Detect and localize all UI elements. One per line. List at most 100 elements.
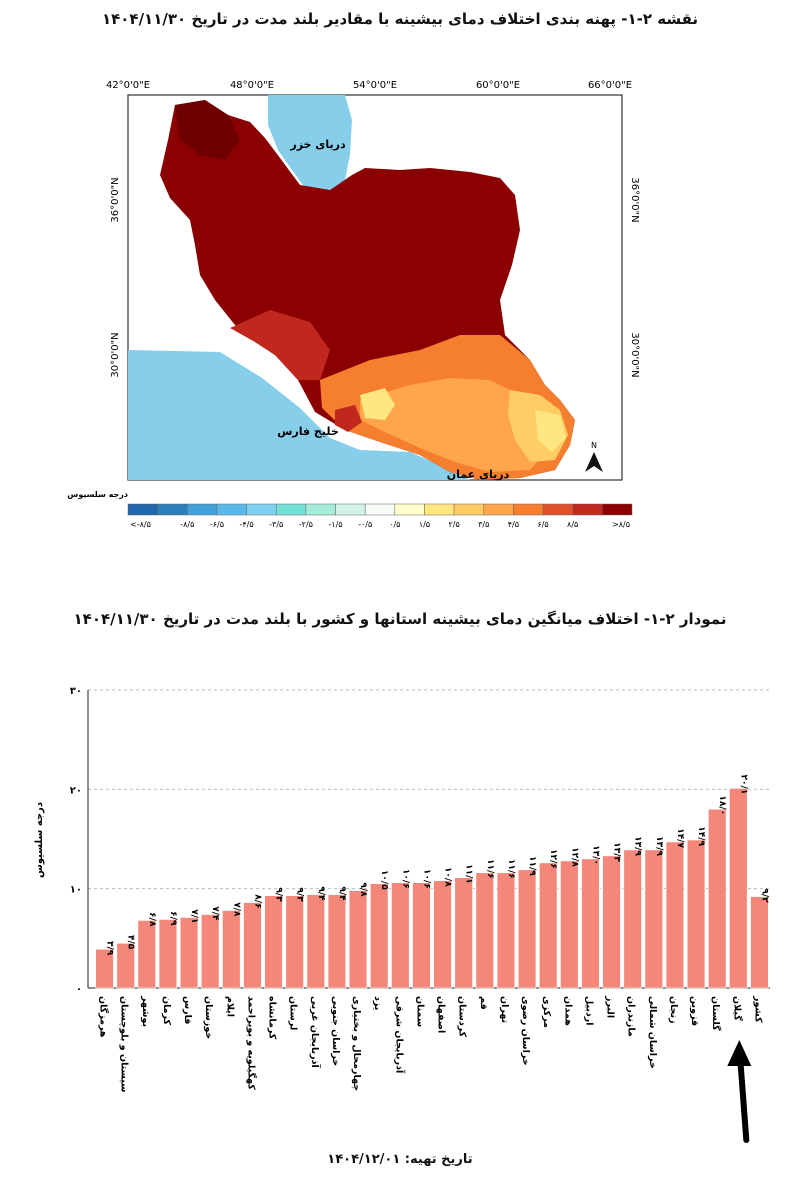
x-tick-label: قم	[478, 996, 489, 1010]
bar-value-label: ۱۳/۳	[612, 842, 622, 862]
bar	[708, 808, 727, 989]
caspian-sea	[268, 95, 352, 190]
bar-value-label: ۱۳/۰	[590, 845, 600, 865]
x-tick-label: گیلان	[731, 996, 743, 1021]
legend-label: -۶/۵	[210, 520, 224, 529]
legend-label: -۴/۵	[239, 520, 253, 529]
legend-swatch	[483, 503, 514, 516]
bar	[729, 788, 748, 989]
oman-sea-label: دریای عمان	[447, 468, 510, 481]
bar	[370, 883, 389, 989]
bar	[454, 877, 473, 989]
legend-swatch	[187, 503, 218, 516]
y-tick-label: ۳۰	[70, 686, 82, 697]
x-tick-label: کردستان	[457, 996, 468, 1038]
bar-value-label: ۷/۴	[210, 906, 220, 921]
x-tick-label: مازندران	[626, 996, 637, 1037]
legend-swatch	[246, 503, 277, 516]
bar-value-label: ۹/۳	[274, 887, 284, 902]
legend-label: ۲/۵	[448, 520, 459, 529]
bar-value-label: ۱۲/۶	[548, 849, 558, 869]
bar-value-label: ۷/۸	[231, 902, 241, 917]
legend-swatch	[542, 503, 573, 516]
x-tick-label: کرمان	[161, 996, 172, 1025]
legend-label: <-۸/۵	[130, 520, 151, 529]
lon-label: 54°0'0"E	[353, 80, 397, 91]
bar	[327, 894, 347, 989]
bar-value-label: ۶/۸	[147, 912, 157, 927]
bar	[686, 839, 706, 989]
legend-swatch	[335, 503, 366, 516]
north-label: N	[591, 441, 597, 450]
preparation-date: تاریخ تهیه: ۱۴۰۴/۱۲/۰۱	[327, 1152, 473, 1167]
bar-value-label: ۹/۳	[295, 887, 305, 902]
legend-swatch	[275, 503, 307, 516]
legend-swatch	[127, 503, 158, 516]
bar-value-label: ۱۰/۵	[379, 870, 389, 890]
x-tick-label: گلستان	[710, 996, 722, 1031]
bar	[539, 862, 558, 989]
region-south-light-orange	[360, 378, 548, 472]
legend-label: ۰/۵	[389, 520, 400, 529]
legend-label: ۴/۵	[508, 520, 519, 529]
bar	[243, 902, 262, 989]
bar	[137, 920, 156, 989]
y-tick-label: ۱۰	[70, 885, 82, 896]
legend-labels: <-۸/۵ -۸/۵ -۶/۵ -۴/۵ -۳/۵ -۲/۵ -۱/۵ -۰/۵ ۰/۵ ۱/۵ ۲…	[130, 520, 630, 529]
legend-label: ۶/۵	[537, 520, 548, 529]
legend-label: >۸/۵	[612, 520, 630, 529]
legend-label: -۲/۵	[299, 520, 313, 529]
legend-swatch	[394, 503, 425, 516]
lat-labels-right: 36°0'0"N 30°0'0"N	[629, 177, 640, 377]
bar	[412, 882, 431, 989]
bar-value-label: ۹/۴	[316, 886, 326, 901]
bar-value-label: ۹/۸	[358, 882, 368, 897]
x-tick-labels: هرمزگان سیستان و بلوچستان بوشهر کرمان فارس خو…	[98, 995, 764, 1092]
x-tick-label: لرستان	[288, 996, 299, 1030]
legend-swatch	[157, 503, 188, 516]
x-tick-label: خراسان رضوی	[520, 996, 531, 1066]
bar-value-label: ۸/۶	[252, 894, 262, 908]
persian-gulf-label: خلیج فارس	[277, 425, 339, 438]
bar	[750, 896, 769, 989]
bar-value-label: ۱۲/۸	[569, 847, 579, 867]
bar-value-label: ۹/۲	[759, 888, 769, 903]
bar-value-label: ۱۱/۹	[527, 856, 537, 876]
lon-label: 42°0'0"E	[106, 80, 150, 91]
region-coast-dark	[335, 405, 362, 432]
bar	[433, 880, 452, 989]
legend-label: ۸/۵	[567, 520, 578, 529]
bar-value-label: ۹/۴	[337, 886, 347, 901]
legend-label: ۳/۵	[478, 520, 489, 529]
bar	[95, 948, 114, 989]
x-tick-label: همدان	[562, 996, 573, 1026]
bar	[179, 917, 199, 989]
y-tick-labels: ۰ ۱۰ ۲۰ ۳۰	[70, 686, 82, 995]
bar-value-label: ۱۳/۹	[633, 836, 643, 856]
bar	[348, 890, 368, 989]
x-tick-label: کهگیلویه و بویراحمد	[245, 996, 257, 1090]
bar-value-label: ۱۴/۷	[675, 828, 685, 848]
bar-value-label: ۲۰/۱	[738, 775, 748, 795]
legend-label: -۸/۵	[180, 520, 194, 529]
x-tick-label: زنجان	[668, 996, 679, 1024]
map-title: نقشه ۲-۱- پهنه بندی اختلاف دمای بیشینه ب…	[101, 10, 699, 28]
y-tick-label: ۰	[76, 984, 82, 995]
bar-value-label: ۴/۵	[126, 935, 136, 950]
bar-value-label: ۱۳/۹	[654, 836, 664, 856]
x-tick-label: سمنان	[414, 996, 425, 1027]
bar	[560, 860, 579, 989]
legend-swatch	[513, 503, 544, 516]
lat-label: 30°0'0"N	[110, 332, 121, 377]
x-tick-label: یزد	[372, 996, 383, 1010]
bar-value-label: ۱۱/۶	[506, 859, 516, 879]
bar	[517, 869, 537, 989]
region-hormozgan-yellow	[360, 388, 395, 420]
region-southeast-yellow	[535, 410, 566, 452]
lat-label: 36°0'0"N	[110, 177, 121, 222]
bar	[581, 858, 600, 989]
bar	[306, 894, 325, 989]
caspian-label: دریای خزر	[289, 138, 346, 151]
bar-value-label: ۷/۱	[189, 909, 199, 923]
legend-title: درجه سلسیوس	[67, 490, 128, 500]
